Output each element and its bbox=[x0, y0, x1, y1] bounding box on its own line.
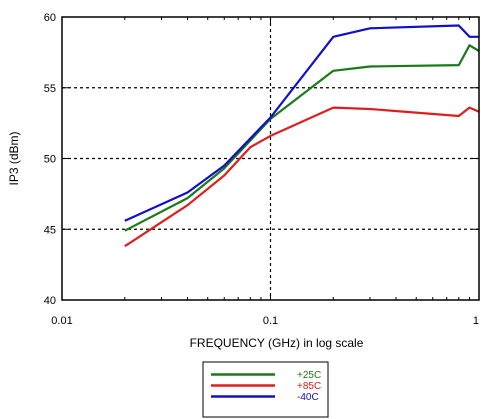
x-tick-label: 0.1 bbox=[263, 315, 278, 327]
y-axis-title: IP3 (dBm) bbox=[7, 131, 21, 185]
legend: +25C+85C-40C bbox=[202, 361, 329, 418]
y-tick-label: 45 bbox=[44, 224, 56, 236]
series-line bbox=[124, 106, 480, 248]
y-tick-label: 40 bbox=[44, 295, 56, 307]
x-tick-label: 1 bbox=[473, 315, 479, 327]
series-line bbox=[124, 24, 479, 222]
series-lines bbox=[124, 24, 480, 248]
series-line bbox=[124, 44, 480, 232]
y-tick-label: 55 bbox=[44, 83, 56, 95]
y-tick-label: 60 bbox=[44, 12, 56, 24]
x-axis-title: FREQUENCY (GHz) in log scale bbox=[190, 336, 364, 350]
axis-ticks: 40 45 50 55 60 0.01 0.1 1 bbox=[44, 12, 480, 327]
legend-box bbox=[202, 361, 329, 418]
legend-label: +85C bbox=[297, 381, 321, 392]
legend-label: +25C bbox=[297, 370, 321, 381]
grid-lines bbox=[62, 17, 479, 300]
x-tick-label: 0.01 bbox=[51, 315, 72, 327]
y-tick-label: 50 bbox=[44, 154, 56, 166]
legend-label: -40C bbox=[297, 392, 319, 403]
